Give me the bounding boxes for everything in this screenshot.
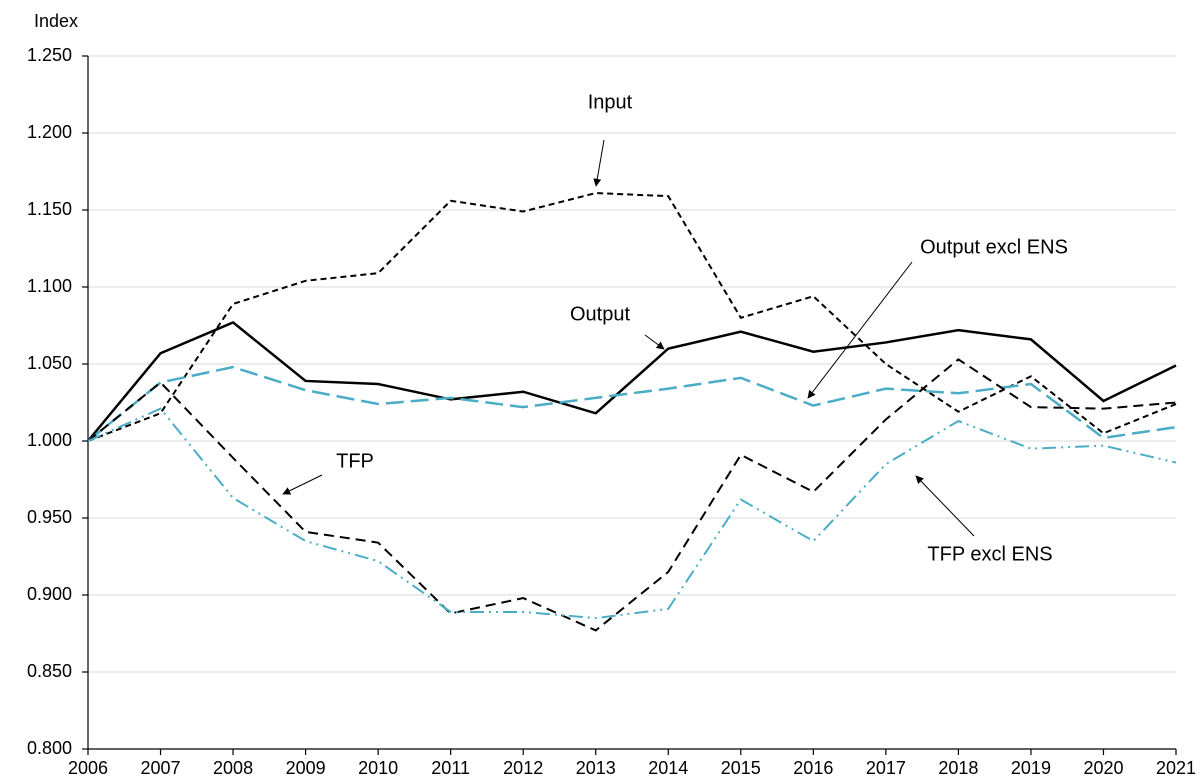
- series-annotation: TFP excl ENS: [927, 543, 1052, 565]
- x-tick-label: 2015: [721, 758, 761, 778]
- series-line: [87, 407, 1177, 620]
- annotation-arrow: [807, 261, 913, 399]
- x-tick-label: 2014: [648, 758, 688, 778]
- series-annotation: TFP: [336, 450, 374, 472]
- series-line: [87, 358, 1177, 632]
- y-tick-label: 1.100: [27, 276, 72, 296]
- series-annotation: Output: [570, 303, 630, 325]
- y-tick-label: 1.200: [27, 122, 72, 142]
- y-tick-label: 1.000: [27, 430, 72, 450]
- x-tick-label: 2016: [793, 758, 833, 778]
- y-tick-label: 0.950: [27, 507, 72, 527]
- y-tick-label: 0.850: [27, 661, 72, 681]
- series-line: [87, 320, 1177, 442]
- x-tick-label: 2013: [576, 758, 616, 778]
- y-tick-label: 1.250: [27, 45, 72, 65]
- x-tick-label: 2018: [938, 758, 978, 778]
- series-line: [87, 192, 1177, 442]
- annotation-arrow: [282, 474, 323, 495]
- x-tick-label: 2007: [141, 758, 181, 778]
- annotation-arrow: [593, 139, 605, 187]
- y-tick-label: 0.900: [27, 584, 72, 604]
- series-line: [87, 365, 1177, 442]
- x-tick-label: 2017: [866, 758, 906, 778]
- x-tick-label: 2011: [431, 758, 470, 778]
- y-tick-label: 1.150: [27, 199, 72, 219]
- annotation-arrow: [644, 334, 665, 350]
- x-tick-label: 2021: [1156, 758, 1196, 778]
- x-tick-label: 2009: [286, 758, 326, 778]
- x-tick-label: 2006: [68, 758, 108, 778]
- y-tick-label: 0.800: [27, 738, 72, 758]
- x-tick-label: 2008: [213, 758, 253, 778]
- x-tick-label: 2019: [1011, 758, 1051, 778]
- y-axis-label: Index: [34, 11, 78, 31]
- x-tick-label: 2012: [503, 758, 543, 778]
- series-annotation: Input: [588, 91, 633, 113]
- x-tick-label: 2020: [1083, 758, 1123, 778]
- annotation-arrow: [915, 475, 975, 537]
- y-tick-label: 1.050: [27, 353, 72, 373]
- series-annotation: Output excl ENS: [920, 236, 1068, 258]
- x-tick-label: 2010: [358, 758, 398, 778]
